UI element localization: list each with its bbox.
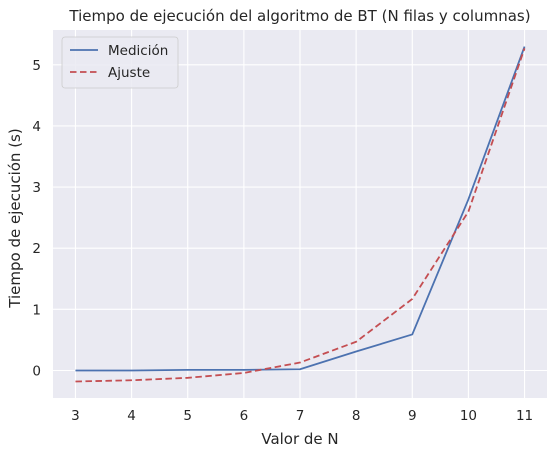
x-tick-label: 5 [183, 408, 192, 424]
legend-label-2: Ajuste [108, 65, 150, 81]
series-line-1 [75, 46, 526, 372]
x-tick-label: 10 [460, 408, 477, 424]
x-tick-label: 9 [408, 408, 417, 424]
x-tick-label: 11 [516, 408, 533, 424]
legend: Medición Ajuste [61, 36, 179, 89]
y-tick-label: 5 [32, 58, 41, 74]
y-tick-label: 0 [32, 363, 41, 379]
grid [53, 30, 547, 398]
series-lines [75, 46, 526, 383]
y-tick-label: 3 [32, 180, 41, 196]
x-tick-label: 3 [71, 408, 80, 424]
x-tick-label: 6 [240, 408, 249, 424]
tick-labels: 3 4 5 6 7 8 9 10 11 0 1 2 3 4 5 [32, 58, 533, 424]
x-tick-label: 7 [296, 408, 305, 424]
chart-title: Tiempo de ejecución del algoritmo de BT … [68, 7, 530, 25]
x-tick-label: 4 [127, 408, 136, 424]
x-tick-label: 8 [352, 408, 361, 424]
y-tick-label: 4 [32, 119, 41, 135]
x-axis-label: Valor de N [261, 430, 338, 448]
y-tick-label: 1 [32, 302, 41, 318]
y-tick-label: 2 [32, 241, 41, 257]
legend-label-1: Medición [108, 43, 168, 59]
y-axis-label: Tiempo de ejecución (s) [6, 128, 24, 308]
series-line-2 [75, 48, 526, 383]
